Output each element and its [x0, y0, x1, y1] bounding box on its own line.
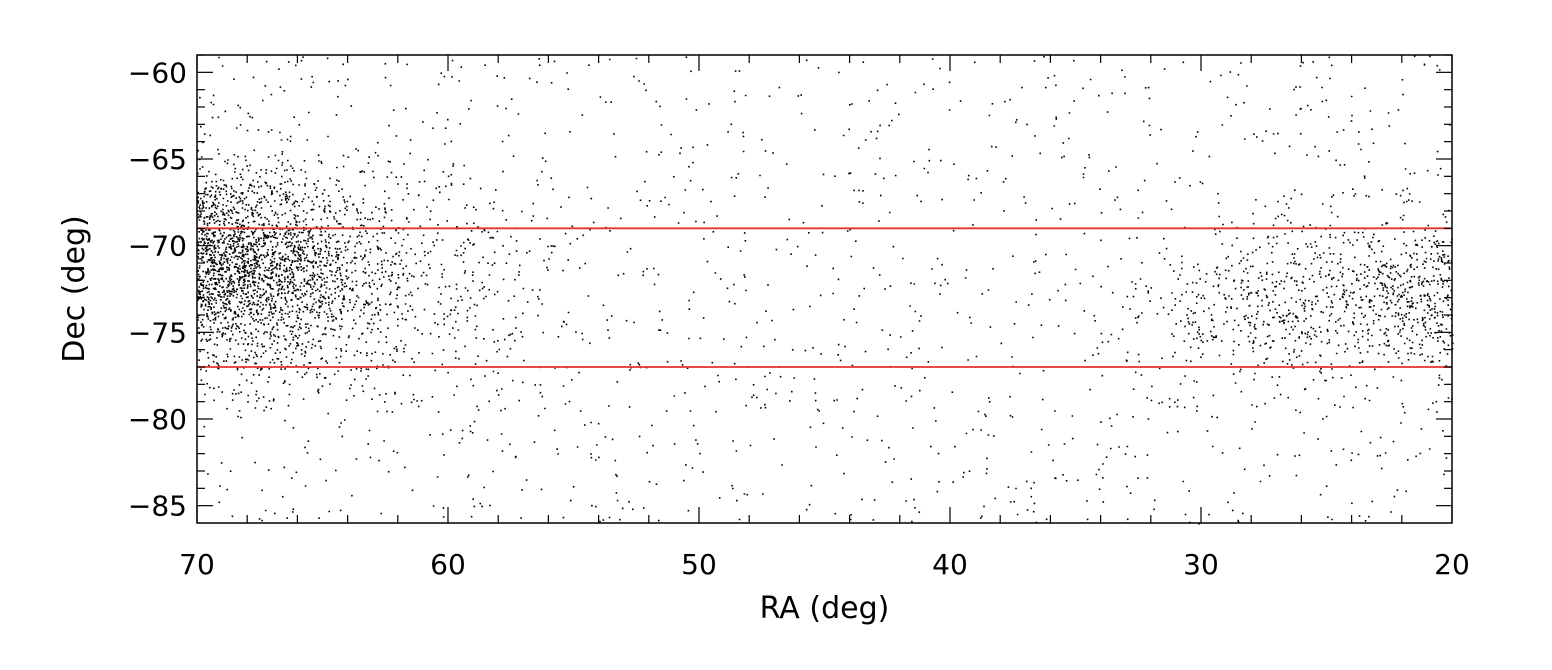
y-axis-label: Dec (deg) — [57, 215, 92, 363]
x-tick-label: 30 — [1183, 548, 1219, 581]
x-tick-label: 40 — [932, 548, 968, 581]
y-tick-labels: −60 −65 −70 −75 −80 −85 — [128, 56, 187, 522]
y-tick-label: −75 — [128, 316, 187, 349]
x-tick-labels: 70 60 50 40 30 20 — [179, 548, 1470, 581]
x-tick-label: 20 — [1434, 548, 1470, 581]
axis-ticks — [196, 54, 1453, 523]
y-tick-label: −60 — [128, 56, 187, 89]
y-tick-label: −70 — [128, 230, 187, 263]
x-tick-label: 70 — [179, 548, 215, 581]
y-tick-label: −65 — [128, 143, 187, 176]
y-tick-label: −80 — [128, 403, 187, 436]
x-tick-label: 50 — [681, 548, 717, 581]
plot-frame — [196, 54, 1453, 524]
x-tick-label: 60 — [430, 548, 466, 581]
data-points — [197, 55, 1454, 525]
reference-lines — [197, 227, 1452, 368]
x-axis-label: RA (deg) — [760, 591, 890, 626]
y-tick-label: −85 — [128, 490, 187, 523]
scatter-points — [197, 55, 1454, 525]
